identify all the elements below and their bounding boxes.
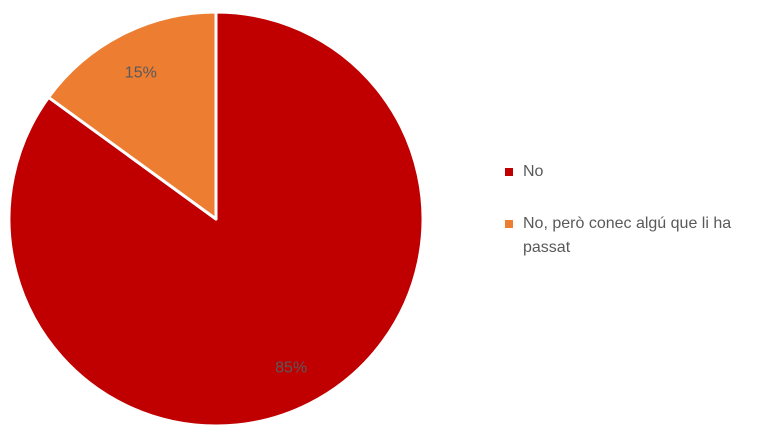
legend-item-no-pero-conec: No, però conec algú que li ha passat: [505, 212, 775, 260]
legend-item-no: No: [505, 160, 775, 184]
legend-swatch-no-pero-conec: [505, 220, 513, 228]
legend-label-no-pero-conec: No, però conec algú que li ha passat: [523, 215, 732, 256]
pie-slice-1: [47, 10, 218, 221]
pie-slices: [7, 10, 425, 428]
legend-label-no: No: [523, 163, 544, 180]
slice-value-label-1: 15%: [125, 64, 157, 81]
chart-legend: No No, però conec algú que li ha passat: [505, 160, 775, 288]
slice-labels: 85% 15%: [125, 64, 307, 376]
legend-swatch-no: [505, 168, 513, 176]
slice-value-label-0: 85%: [275, 360, 307, 377]
